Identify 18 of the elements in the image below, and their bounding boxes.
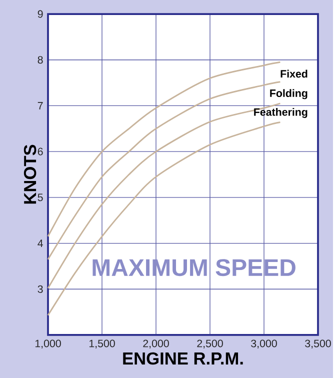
y-tick-label: 8 — [38, 56, 43, 64]
y-tick-label: 3 — [38, 285, 43, 293]
y-tick-label: 5 — [38, 194, 43, 202]
series-label: Feathering — [254, 108, 308, 118]
x-tick-label: 3,500 — [305, 340, 332, 349]
y-tick-label: 6 — [38, 148, 43, 156]
x-tick-label: 2,500 — [197, 340, 224, 349]
x-tick-label: 2,000 — [143, 340, 170, 349]
y-tick-label: 9 — [38, 10, 43, 18]
x-tick-label: 1,000 — [36, 340, 62, 349]
y-tick-label: 4 — [38, 240, 44, 247]
series-label: Folding — [270, 89, 308, 100]
x-tick-label: 3,000 — [251, 340, 278, 349]
y-axis-title: KNOTS — [24, 144, 36, 204]
y-tick-label: 7 — [38, 102, 43, 110]
series-label: Fixed — [280, 70, 308, 78]
x-axis-title: ENGINE R.P.M. — [123, 352, 243, 365]
x-tick-label: 1,500 — [90, 340, 116, 349]
